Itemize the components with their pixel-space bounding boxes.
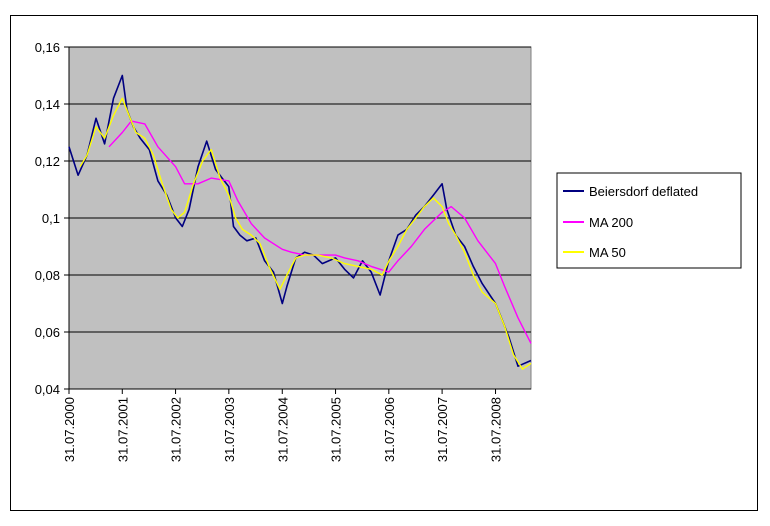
x-tick-label: 31.07.2007	[435, 397, 450, 462]
legend-label-ma200: MA 200	[589, 215, 633, 230]
y-tick-label: 0,06	[35, 325, 60, 340]
y-tick-label: 0,14	[35, 97, 60, 112]
y-tick-label: 0,04	[35, 382, 60, 397]
x-axis: 31.07.2000 31.07.2001 31.07.2002 31.07.2003…	[62, 388, 531, 462]
x-tick-label: 31.07.2001	[115, 397, 130, 462]
x-tick-label: 31.07.2002	[169, 397, 184, 462]
x-tick-label: 31.07.2000	[62, 397, 77, 462]
y-axis: 0,04 0,06 0,08 0,1 0,12 0,14 0,16	[35, 40, 70, 397]
x-tick-label: 31.07.2003	[222, 397, 237, 462]
x-tick-label: 31.07.2006	[382, 397, 397, 462]
legend-box	[556, 172, 742, 269]
y-tick-label: 0,12	[35, 154, 60, 169]
series-line-beiersdorf	[68, 74, 532, 368]
x-tick-label: 31.07.2005	[329, 397, 344, 462]
legend: Beiersdorf deflated MA 200 MA 50	[556, 172, 742, 269]
x-tick-label: 31.07.2008	[489, 397, 504, 462]
x-tick-label: 31.07.2004	[275, 397, 290, 462]
y-tick-label: 0,1	[42, 211, 60, 226]
legend-label-ma50: MA 50	[589, 245, 626, 260]
y-tick-label: 0,16	[35, 40, 60, 55]
gridlines	[69, 46, 531, 390]
legend-label-beiersdorf: Beiersdorf deflated	[589, 184, 698, 199]
series-line-ma50	[79, 97, 532, 370]
series-layer	[68, 74, 532, 370]
y-tick-label: 0,08	[35, 268, 60, 283]
